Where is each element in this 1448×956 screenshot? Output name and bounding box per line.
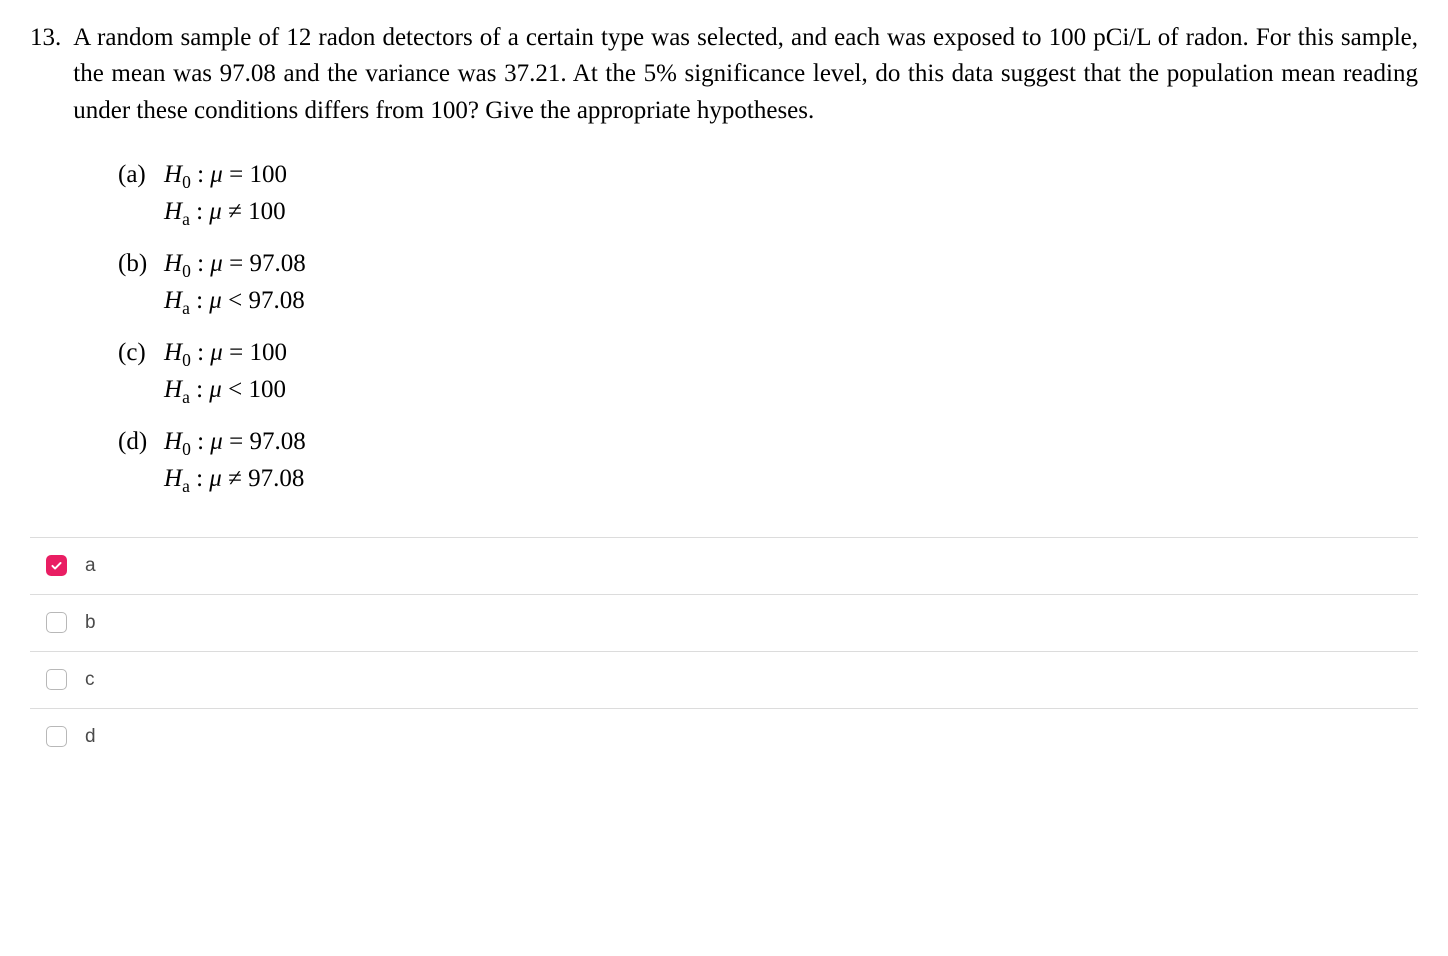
option-letter: (c) (118, 335, 164, 370)
answer-row-c[interactable]: c (30, 652, 1418, 709)
answer-label: c (85, 669, 95, 691)
answer-row-a[interactable]: a (30, 538, 1418, 595)
option-d-ha: Ha : μ ≠ 97.08 (164, 461, 306, 499)
option-c: (c) H0 : μ = 100 Ha : μ < 100 (118, 335, 1418, 410)
answer-checkbox-b[interactable] (46, 612, 67, 633)
answer-checkbox-a[interactable] (46, 555, 67, 576)
answer-label: b (85, 612, 96, 634)
answer-checkbox-d[interactable] (46, 726, 67, 747)
answer-row-d[interactable]: d (30, 709, 1418, 765)
options-block: (a) H0 : μ = 100 Ha : μ ≠ 100 (b) H0 : μ… (118, 157, 1418, 499)
question-block: 13. A random sample of 12 radon detector… (30, 20, 1418, 129)
option-a: (a) H0 : μ = 100 Ha : μ ≠ 100 (118, 157, 1418, 232)
answer-list: a b c d (30, 537, 1418, 765)
answer-label: d (85, 726, 96, 748)
option-d-h0: H0 : μ = 97.08 (164, 424, 306, 462)
question-text: A random sample of 12 radon detectors of… (73, 20, 1418, 129)
option-letter: (b) (118, 246, 164, 281)
option-a-h0: H0 : μ = 100 (164, 157, 287, 195)
option-b-ha: Ha : μ < 97.08 (164, 283, 306, 321)
option-c-ha: Ha : μ < 100 (164, 372, 287, 410)
check-icon (50, 559, 63, 572)
option-d: (d) H0 : μ = 97.08 Ha : μ ≠ 97.08 (118, 424, 1418, 499)
option-b: (b) H0 : μ = 97.08 Ha : μ < 97.08 (118, 246, 1418, 321)
option-letter: (d) (118, 424, 164, 459)
option-a-ha: Ha : μ ≠ 100 (164, 194, 287, 232)
answer-label: a (85, 555, 96, 577)
option-c-h0: H0 : μ = 100 (164, 335, 287, 373)
option-b-h0: H0 : μ = 97.08 (164, 246, 306, 284)
answer-checkbox-c[interactable] (46, 669, 67, 690)
option-letter: (a) (118, 157, 164, 192)
question-number: 13. (30, 20, 61, 56)
answer-row-b[interactable]: b (30, 595, 1418, 652)
